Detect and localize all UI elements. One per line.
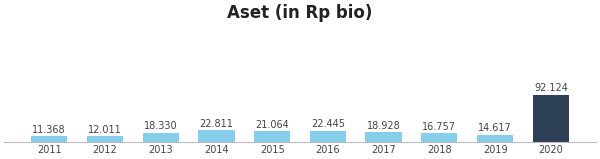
Text: 21.064: 21.064 [255,120,289,130]
Text: 18.330: 18.330 [144,121,178,131]
Text: 18.928: 18.928 [367,121,400,131]
Bar [254,131,290,142]
Bar [31,136,67,142]
Text: 11.368: 11.368 [32,125,66,135]
Text: 12.011: 12.011 [88,125,122,135]
Bar [143,133,179,142]
Text: 22.811: 22.811 [199,119,233,129]
Text: 16.757: 16.757 [422,122,457,132]
Text: 22.445: 22.445 [311,119,345,129]
Bar [477,135,513,142]
Bar [421,133,457,142]
Bar [365,132,402,142]
Text: 14.617: 14.617 [478,123,512,133]
Text: 92.124: 92.124 [534,83,568,93]
Bar [87,136,123,142]
Bar [198,130,235,142]
Bar [310,131,346,142]
Title: Aset (in Rp bio): Aset (in Rp bio) [227,4,373,22]
Bar [533,95,569,142]
